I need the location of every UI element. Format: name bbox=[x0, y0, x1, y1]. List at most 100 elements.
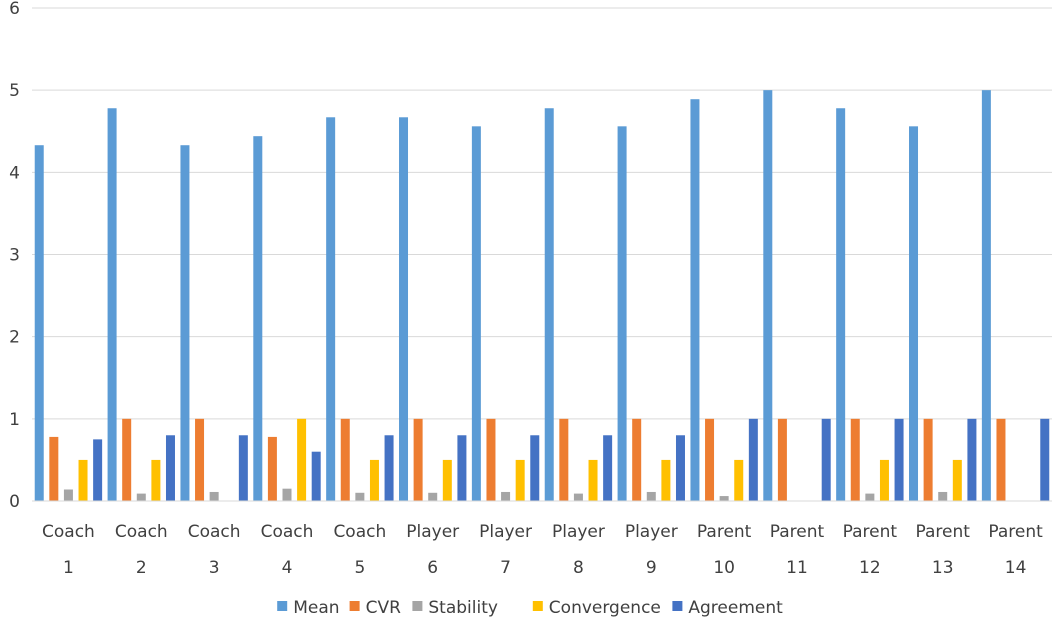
y-tick-label: 5 bbox=[9, 81, 20, 101]
bar-agreement-3 bbox=[238, 435, 248, 501]
x-tick-number-label: 14 bbox=[1005, 558, 1027, 578]
bar-cvr-2 bbox=[122, 418, 132, 501]
x-tick-number-label: 5 bbox=[354, 558, 365, 578]
bars bbox=[34, 90, 1050, 502]
x-tick-group-label: Player bbox=[406, 522, 459, 542]
bar-agreement-10 bbox=[748, 418, 758, 501]
x-tick-group-label: Parent bbox=[770, 522, 825, 542]
bar-cvr-9 bbox=[632, 418, 642, 501]
bar-cvr-10 bbox=[705, 418, 715, 501]
bar-stability-4 bbox=[282, 488, 292, 501]
x-tick-group-label: Player bbox=[479, 522, 532, 542]
x-tick-group-label: Player bbox=[552, 522, 605, 542]
bar-mean-13 bbox=[909, 126, 919, 501]
legend-label: Convergence bbox=[549, 598, 661, 618]
x-tick-number-label: 6 bbox=[427, 558, 438, 578]
x-tick-group-label: Parent bbox=[697, 522, 752, 542]
bar-cvr-5 bbox=[340, 418, 350, 501]
bar-agreement-8 bbox=[603, 435, 613, 501]
legend-item-cvr: CVR bbox=[349, 598, 401, 618]
bar-agreement-12 bbox=[894, 418, 904, 501]
x-tick-number-label: 7 bbox=[500, 558, 511, 578]
legend-item-mean: Mean bbox=[277, 598, 340, 618]
bar-cvr-7 bbox=[486, 418, 496, 501]
x-tick-number-label: 1 bbox=[63, 558, 74, 578]
bar-mean-5 bbox=[326, 117, 336, 501]
x-tick-group-label: Coach bbox=[261, 522, 314, 542]
x-tick-group-label: Coach bbox=[42, 522, 95, 542]
y-tick-label: 1 bbox=[9, 410, 20, 430]
y-tick-label: 0 bbox=[9, 492, 20, 512]
bar-cvr-1 bbox=[49, 436, 59, 501]
bar-stability-10 bbox=[719, 496, 729, 501]
bar-cvr-6 bbox=[413, 418, 423, 501]
y-tick-label: 2 bbox=[9, 328, 20, 348]
legend-swatch bbox=[277, 601, 288, 611]
bar-stability-7 bbox=[501, 491, 511, 501]
bar-convergence-6 bbox=[442, 459, 452, 501]
bar-stability-13 bbox=[938, 491, 948, 501]
x-tick-group-label: Coach bbox=[333, 522, 386, 542]
bar-convergence-9 bbox=[661, 459, 671, 501]
legend-label: Mean bbox=[293, 598, 339, 618]
x-tick-number-label: 10 bbox=[713, 558, 735, 578]
bar-convergence-2 bbox=[151, 459, 161, 501]
bar-agreement-4 bbox=[311, 451, 321, 501]
legend-label: Agreement bbox=[688, 598, 783, 618]
bar-cvr-8 bbox=[559, 418, 569, 501]
x-tick-group-label: Coach bbox=[188, 522, 241, 542]
x-tick-number-label: 9 bbox=[646, 558, 657, 578]
bar-convergence-1 bbox=[78, 459, 88, 501]
legend-item-convergence: Convergence bbox=[532, 598, 661, 618]
x-tick-number-label: 2 bbox=[136, 558, 147, 578]
bar-convergence-10 bbox=[734, 459, 744, 501]
legend-label: CVR bbox=[366, 598, 401, 618]
x-tick-group-label: Parent bbox=[916, 522, 971, 542]
x-tick-number-label: 11 bbox=[786, 558, 808, 578]
bar-mean-8 bbox=[544, 108, 554, 501]
legend-label: Stability bbox=[428, 598, 498, 618]
x-tick-number-label: 13 bbox=[932, 558, 954, 578]
bar-agreement-9 bbox=[675, 435, 685, 501]
legend-item-stability: Stability bbox=[412, 598, 498, 618]
bar-convergence-5 bbox=[369, 459, 379, 501]
x-tick-number-label: 12 bbox=[859, 558, 881, 578]
bar-mean-7 bbox=[471, 126, 481, 501]
bar-convergence-4 bbox=[297, 418, 307, 501]
legend-swatch bbox=[349, 601, 360, 611]
bar-stability-5 bbox=[355, 492, 365, 501]
bar-cvr-4 bbox=[267, 436, 277, 501]
bar-mean-2 bbox=[107, 108, 117, 501]
x-tick-group-label: Player bbox=[625, 522, 678, 542]
bar-agreement-13 bbox=[967, 418, 977, 501]
legend: Mean CVR Stability Convergence Agreement bbox=[277, 598, 783, 618]
bar-mean-14 bbox=[981, 90, 991, 502]
bar-agreement-2 bbox=[165, 435, 175, 501]
x-tick-number-label: 3 bbox=[209, 558, 220, 578]
bar-convergence-12 bbox=[879, 459, 889, 501]
bar-mean-11 bbox=[763, 90, 773, 502]
bar-convergence-8 bbox=[588, 459, 598, 501]
legend-swatch bbox=[532, 601, 543, 611]
bar-stability-3 bbox=[209, 491, 219, 501]
bar-stability-9 bbox=[646, 491, 656, 501]
bar-convergence-13 bbox=[952, 459, 962, 501]
gridlines bbox=[32, 7, 1052, 420]
bar-cvr-13 bbox=[923, 418, 933, 501]
x-tick-group-label: Coach bbox=[115, 522, 168, 542]
bar-cvr-3 bbox=[195, 418, 205, 501]
bar-agreement-6 bbox=[457, 435, 467, 501]
x-tick-number-label: 4 bbox=[282, 558, 293, 578]
bar-stability-8 bbox=[573, 493, 583, 501]
x-tick-number-label: 8 bbox=[573, 558, 584, 578]
bar-cvr-12 bbox=[850, 418, 860, 501]
bar-cvr-14 bbox=[996, 418, 1006, 501]
bar-mean-10 bbox=[690, 99, 700, 501]
bar-mean-1 bbox=[34, 145, 44, 502]
bar-cvr-11 bbox=[777, 418, 787, 501]
bar-convergence-7 bbox=[515, 459, 525, 501]
y-tick-label: 3 bbox=[9, 246, 20, 266]
bar-stability-12 bbox=[865, 493, 875, 501]
